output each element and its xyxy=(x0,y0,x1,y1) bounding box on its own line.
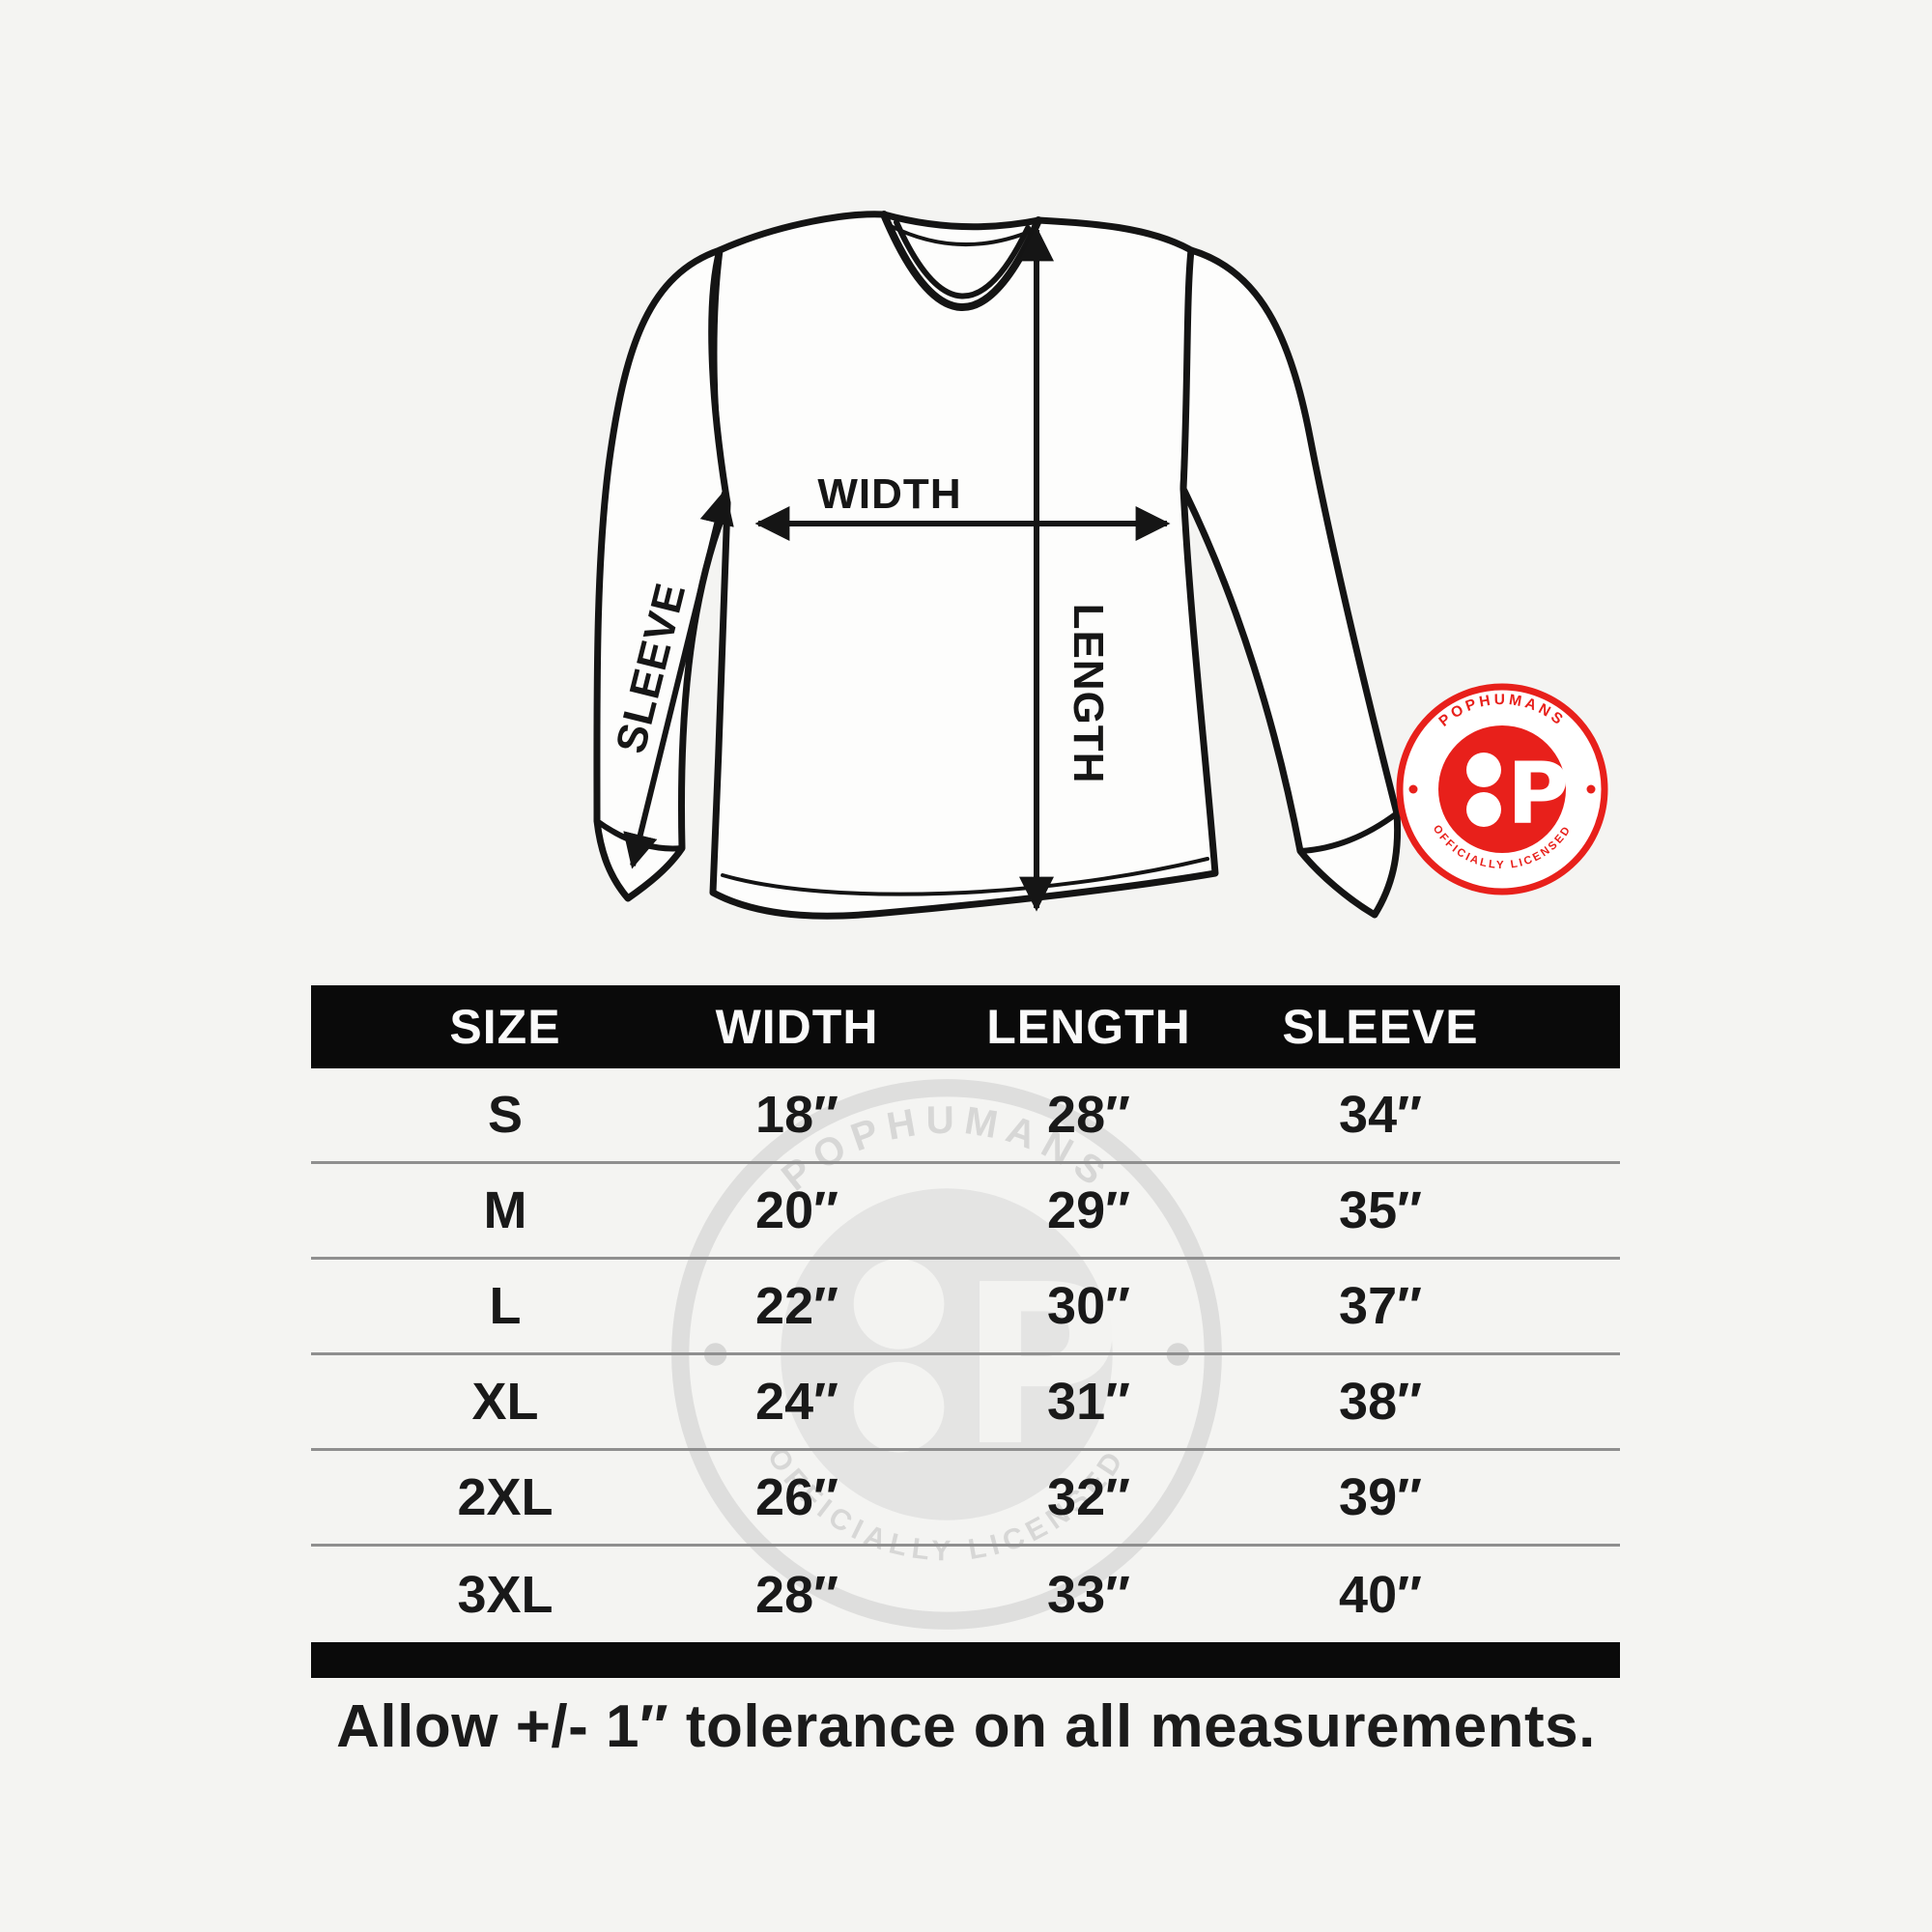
tolerance-note: Allow +/- 1″ tolerance on all measuremen… xyxy=(336,1693,1596,1760)
badge-center-disc xyxy=(1438,725,1566,853)
cell-length: 31″ xyxy=(1047,1373,1130,1431)
header-length: LENGTH xyxy=(986,1000,1191,1054)
header-size: SIZE xyxy=(449,1000,561,1054)
shirt-measurement-diagram: WIDTH LENGTH SLEEVE xyxy=(593,211,1402,920)
pophumans-badge: POPHUMANS OFFICIALLY LICENSED P xyxy=(1396,683,1608,895)
cell-sleeve: 34″ xyxy=(1339,1086,1422,1144)
pophumans-logo-icon: P xyxy=(1466,744,1570,843)
colon-dots xyxy=(853,1259,945,1350)
cell-sleeve: 40″ xyxy=(1339,1565,1422,1624)
colon-dots xyxy=(853,1361,945,1453)
cell-sleeve: 35″ xyxy=(1339,1181,1422,1239)
colon-dots xyxy=(1466,753,1501,787)
watermark-monogram: P xyxy=(959,1236,1122,1494)
cell-width: 18″ xyxy=(755,1086,838,1144)
shirt-body-outline xyxy=(709,211,1219,920)
colon-dots xyxy=(1466,792,1501,827)
cell-width: 24″ xyxy=(755,1373,838,1431)
cell-width: 22″ xyxy=(755,1277,838,1335)
badge-right-dot xyxy=(1586,784,1596,794)
cell-size: L xyxy=(489,1277,522,1335)
table-row: L 22″ 30″ 37″ xyxy=(311,1260,1620,1355)
badge-monogram: P xyxy=(1507,744,1570,843)
width-label: WIDTH xyxy=(817,470,961,518)
cell-length: 33″ xyxy=(1047,1565,1130,1624)
table-row: S 18″ 28″ 34″ xyxy=(311,1068,1620,1164)
cell-width: 26″ xyxy=(755,1468,838,1526)
cell-width: 28″ xyxy=(755,1565,838,1624)
shirt-hem-stitch xyxy=(721,857,1209,896)
cell-width: 20″ xyxy=(755,1181,838,1239)
cell-sleeve: 38″ xyxy=(1339,1373,1422,1431)
table-header-row: SIZE WIDTH LENGTH SLEEVE xyxy=(311,985,1620,1068)
shirt-right-sleeve xyxy=(1179,246,1402,919)
watermark-logo-icon: P xyxy=(853,1236,1122,1494)
cell-size: 2XL xyxy=(457,1468,554,1526)
header-sleeve: SLEEVE xyxy=(1282,1000,1479,1054)
cell-size: S xyxy=(487,1086,524,1144)
cell-sleeve: 37″ xyxy=(1339,1277,1422,1335)
table-row: M 20″ 29″ 35″ xyxy=(311,1164,1620,1260)
sleeve-arrow xyxy=(623,489,734,869)
cell-size: M xyxy=(483,1181,527,1239)
cell-length: 30″ xyxy=(1047,1277,1130,1335)
table-row: 2XL 26″ 32″ 39″ xyxy=(311,1451,1620,1547)
shirt-left-sleeve xyxy=(593,246,731,902)
table-row: 3XL 28″ 33″ 40″ xyxy=(311,1547,1620,1642)
cell-size: XL xyxy=(471,1373,539,1431)
cell-length: 29″ xyxy=(1047,1181,1130,1239)
right-cuff-line xyxy=(1297,810,1400,854)
cell-length: 32″ xyxy=(1047,1468,1130,1526)
table-row: XL 24″ 31″ 38″ xyxy=(311,1355,1620,1451)
badge-left-dot xyxy=(1408,784,1418,794)
length-label: LENGTH xyxy=(1065,604,1112,784)
table-bottom-bar xyxy=(311,1642,1620,1678)
cell-size: 3XL xyxy=(457,1565,554,1624)
cell-sleeve: 39″ xyxy=(1339,1468,1422,1526)
size-chart-table: SIZE WIDTH LENGTH SLEEVE S 18″ 28″ 34″ M… xyxy=(311,985,1620,1678)
cell-length: 28″ xyxy=(1047,1086,1130,1144)
header-width: WIDTH xyxy=(715,1000,879,1054)
shirt-collar xyxy=(880,211,1042,311)
